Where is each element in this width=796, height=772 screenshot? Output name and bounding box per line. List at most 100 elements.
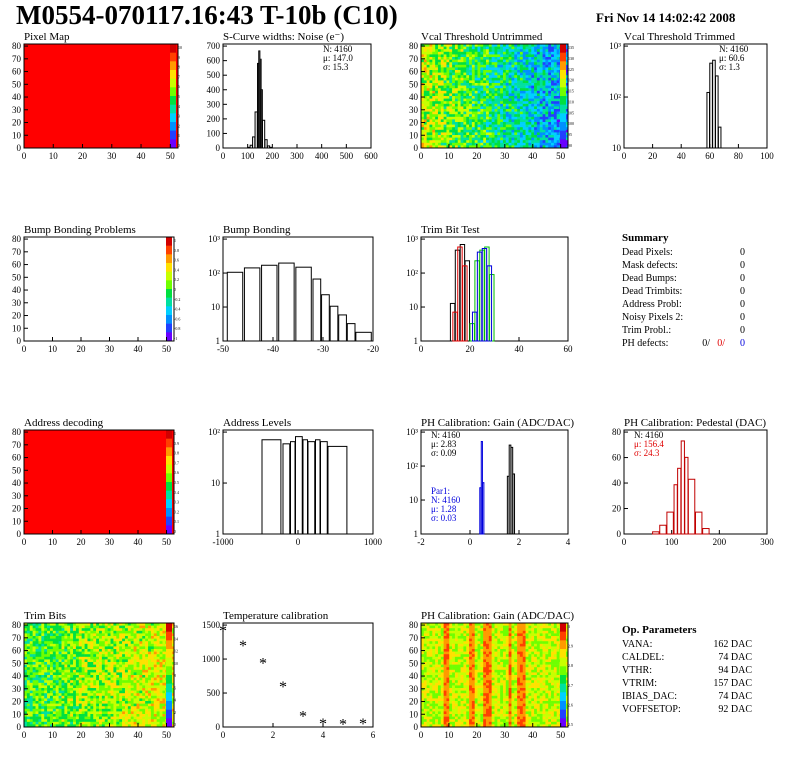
heatmap-cell (494, 46, 498, 50)
heatmap-cell (81, 703, 85, 707)
heatmap-cell (477, 77, 481, 81)
heatmap-cell (38, 643, 42, 647)
heatmap-cell (159, 646, 163, 650)
heatmap-cell (519, 145, 524, 149)
heatmap-cell (432, 636, 436, 639)
heatmap-cell (29, 677, 33, 681)
heatmap-cell (136, 669, 140, 673)
heatmap-cell (61, 711, 65, 715)
heatmap-cell (469, 90, 473, 94)
heatmap-cell (519, 109, 524, 112)
heatmap-cell (52, 641, 57, 645)
heatmap-cell (500, 145, 504, 149)
heatmap-cell (35, 667, 39, 671)
heatmap-cell (423, 675, 427, 678)
heatmap-cell (49, 711, 54, 715)
heatmap-cell (29, 636, 33, 639)
heatmap-cell (519, 116, 524, 120)
heatmap-cell (113, 693, 117, 697)
heatmap-cell (429, 690, 433, 694)
heatmap-cell (148, 654, 152, 658)
heatmap-cell (64, 664, 68, 668)
heatmap-cell (122, 693, 126, 697)
heatmap-cell (443, 64, 447, 68)
heatmap-cell (437, 630, 442, 634)
heatmap-cell (514, 140, 518, 144)
heatmap-cell (469, 77, 473, 81)
heatmap-cell (139, 646, 143, 650)
x-tick-label: 20 (472, 151, 482, 161)
heatmap-cell (116, 669, 120, 673)
heatmap-cell (491, 75, 495, 79)
heatmap-cell (32, 630, 36, 634)
heatmap-cell (145, 656, 149, 660)
heatmap-cell (514, 46, 518, 50)
heatmap-cell (528, 90, 532, 94)
heatmap-cell (477, 59, 481, 63)
heatmap-cell (460, 96, 464, 99)
heatmap-cell (24, 625, 28, 629)
heatmap-cell (47, 659, 51, 663)
heatmap-cell (55, 721, 59, 725)
heatmap-cell (435, 137, 439, 141)
heatmap-cell (116, 716, 120, 720)
heatmap-cell (522, 111, 526, 115)
heatmap-cell (553, 90, 557, 94)
heatmap-cell (99, 659, 103, 663)
heatmap-cell (32, 711, 36, 715)
heatmap-cell (87, 690, 91, 694)
heatmap-cell (474, 103, 478, 107)
heatmap-cell (41, 651, 45, 655)
palette-label: -0.6 (174, 316, 180, 321)
heatmap-cell (508, 103, 512, 107)
heatmap-cell (119, 662, 123, 665)
heatmap-cell (531, 135, 535, 138)
y-tick-label: 1 (414, 336, 419, 346)
heatmap-cell (497, 96, 501, 99)
heatmap-cell (127, 628, 132, 632)
heatmap-cell (514, 129, 518, 133)
heatmap-cell (511, 124, 515, 128)
heatmap-cell (491, 140, 495, 144)
heatmap-cell (162, 695, 166, 699)
heatmap-cell (432, 643, 436, 647)
heatmap-cell (423, 145, 427, 149)
y-tick-label: 70 (12, 633, 22, 643)
heatmap-cell (466, 96, 470, 99)
heatmap-cell (99, 698, 103, 702)
heatmap-cell (49, 688, 54, 691)
heatmap-cell (426, 116, 430, 120)
heatmap-cell (488, 111, 492, 115)
heatmap-cell (26, 641, 31, 645)
heatmap-cell (136, 698, 140, 702)
heatmap-cell (553, 114, 557, 118)
heatmap-cell (107, 703, 111, 707)
heatmap-cell (471, 101, 476, 105)
heatmap-cell (429, 145, 433, 149)
heatmap-cell (162, 724, 166, 728)
heatmap-cell (142, 649, 146, 652)
heatmap-cell (423, 88, 427, 92)
heatmap-cell (26, 716, 31, 720)
heatmap-cell (153, 623, 157, 626)
heatmap-cell (107, 677, 111, 681)
heatmap-cell (460, 46, 464, 50)
heatmap-cell (517, 132, 521, 136)
heatmap-cell (435, 124, 439, 128)
heatmap-cell (35, 649, 39, 652)
heatmap-cell (483, 54, 487, 58)
palette-cell (166, 306, 172, 316)
heatmap-cell (522, 75, 526, 79)
heatmap-cell (446, 103, 450, 107)
heatmap-cell (522, 124, 526, 128)
heatmap-cell (437, 708, 442, 712)
heatmap-cell (435, 636, 439, 639)
y-tick-label: 300 (207, 99, 221, 109)
x-tick-label: 6 (371, 730, 376, 740)
y-tick-label: 40 (12, 671, 22, 681)
heatmap-cell (435, 706, 439, 710)
heatmap-cell (502, 88, 507, 92)
heatmap-cell (73, 633, 77, 637)
heatmap-cell (440, 96, 444, 99)
